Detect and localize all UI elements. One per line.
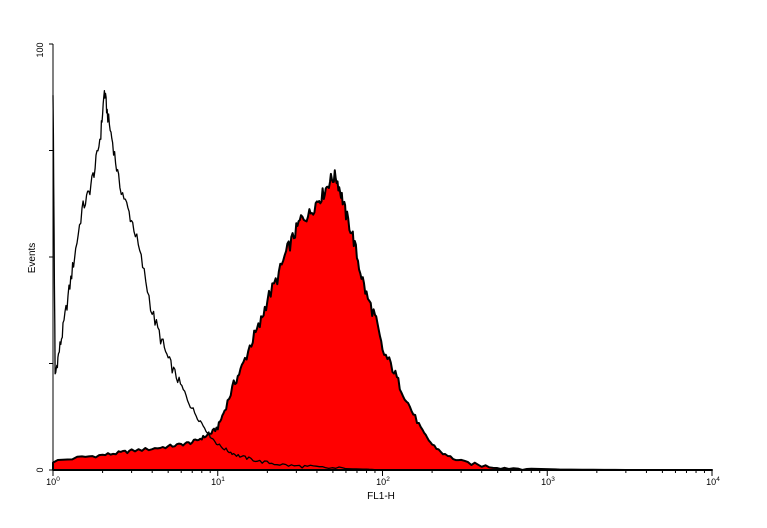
y-tick-label-top: 100 bbox=[35, 42, 45, 57]
x-tick-label-1000: 103 bbox=[541, 476, 555, 487]
x-tick-label-10: 101 bbox=[211, 476, 225, 487]
y-axis-title: Events bbox=[27, 243, 38, 274]
x-tick-label-100: 102 bbox=[376, 476, 390, 487]
x-tick-label-10000: 104 bbox=[706, 476, 720, 487]
y-tick-label-bottom: 0 bbox=[35, 467, 45, 472]
x-axis-title: FL1-H bbox=[367, 491, 395, 502]
x-tick-label-1: 100 bbox=[46, 476, 60, 487]
plot-area bbox=[52, 90, 713, 471]
histogram-outline-series-0 bbox=[52, 90, 383, 471]
axes bbox=[49, 43, 713, 476]
histogram-filled-series-1 bbox=[52, 169, 713, 471]
